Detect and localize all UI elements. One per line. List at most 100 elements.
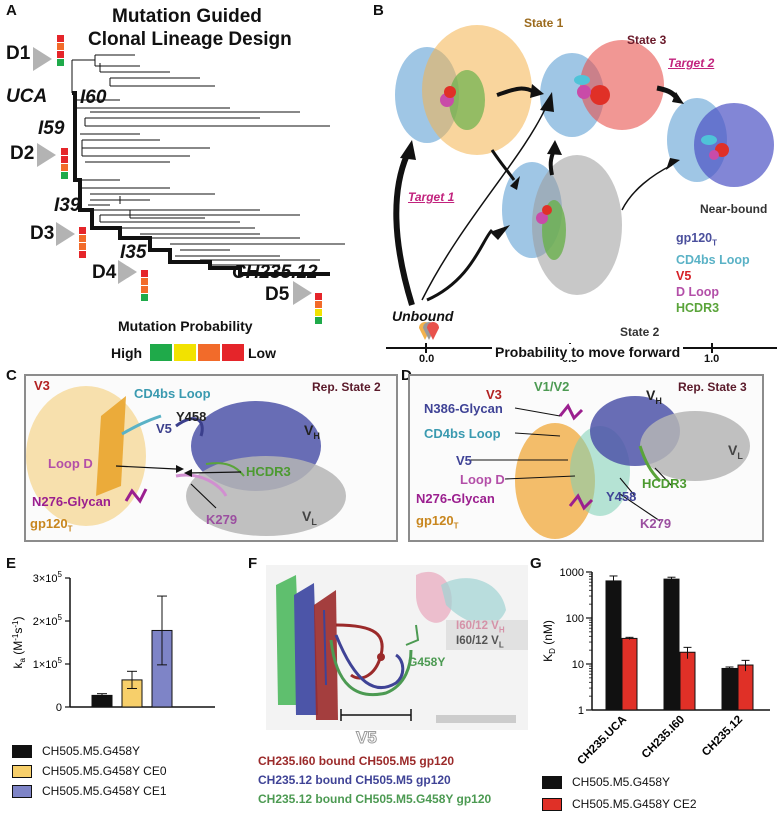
c-vl-sub: L [311, 516, 317, 527]
c-gp120: gp120T [30, 516, 72, 534]
c-hcdr3: HCDR3 [246, 464, 291, 479]
d-vl: VL [728, 442, 743, 461]
y-tick-label: 1×105 [33, 656, 63, 671]
legend-row: CH505.M5.G458Y CE0 [12, 761, 247, 781]
probability-cell [141, 286, 148, 293]
legend-swatch [12, 784, 32, 798]
panel-label-g: G [530, 555, 542, 572]
design-d3: D3 [30, 223, 55, 244]
d-rep-state: Rep. State 3 [678, 380, 747, 394]
c-vl-text: V [302, 508, 312, 524]
conformational-states-diagram [386, 25, 777, 353]
panel-e-legend: CH505.M5.G458Y CH505.M5.G458Y CE0 CH505.M5… [12, 741, 247, 801]
unbound-label: Unbound [392, 308, 454, 324]
d-gp120: gp120T [416, 513, 458, 531]
y-tick-label: 2×105 [33, 613, 63, 628]
y-tick-label: 0 [56, 702, 62, 714]
c-v5: V5 [156, 421, 172, 436]
ka-bar-chart: 0 1×105 2×105 3×105 ka (M-1s-1) [11, 570, 215, 714]
y-tick-label: 3×105 [33, 570, 63, 585]
legend-swatch [542, 797, 562, 811]
d-hcdr3: HCDR3 [642, 476, 687, 491]
bar [605, 580, 622, 711]
legend-hcdr3: HCDR3 [676, 300, 720, 315]
panel-d-structure: V3 V1/V2 Rep. State 3 VH N386-Glycan CD4… [408, 374, 764, 542]
y-tick-label: 100 [566, 613, 584, 625]
d-n386-glycan: N386-Glycan [424, 401, 503, 416]
near-bound-label: Near-bound [700, 202, 768, 216]
node-i60: I60 [80, 87, 107, 108]
panel-f: G458Y I60/12 VH I60/12 VL V5 CH235.I60 b… [258, 560, 530, 813]
axis-tick-0: 0.0 [419, 353, 435, 365]
legend-v5: V5 [676, 268, 692, 283]
bar [663, 578, 680, 711]
design-d5: D5 [265, 284, 290, 305]
legend-swatch [12, 764, 32, 778]
f-legend-12: CH235.12 bound CH505.M5 gp120 [258, 773, 451, 787]
legend-row: CH505.M5.G458Y CE1 [12, 781, 247, 801]
legend-label: CH505.M5.G458Y [42, 744, 141, 758]
legend-low: Low [248, 345, 276, 361]
legend-d-loop: D Loop [676, 284, 720, 299]
c-vh: VH [304, 422, 320, 441]
y-tick-label: 1 [578, 705, 584, 717]
d-loop-d: Loop D [460, 472, 505, 487]
phylogenetic-tree [33, 35, 345, 361]
legend-label: CH505.M5.G458Y CE1 [42, 784, 167, 798]
legend-label: CH505.M5.G458Y [572, 775, 671, 789]
d-vl-text: V [728, 442, 738, 458]
d-vl-sub: L [737, 450, 743, 461]
state1-label: State 1 [524, 16, 564, 30]
state3-structure [540, 40, 664, 137]
target1-label: Target 1 [408, 190, 455, 204]
d-y458: Y458 [606, 489, 637, 504]
overlay-ribbons [276, 571, 528, 723]
c-vl: VL [302, 508, 317, 527]
y-tick-label: 1000 [560, 567, 584, 579]
c-n276-glycan: N276-Glycan [32, 494, 111, 509]
panel-b: State 1 State 3 Target 2 Target 1 Near-b… [372, 0, 780, 365]
f-v5: V5 [356, 728, 378, 748]
probability-cell [79, 235, 86, 242]
panel-c-structure: V3 CD4bs Loop Rep. State 2 Y458 V5 VH Lo… [24, 374, 398, 542]
c-vh-sub: H [313, 430, 320, 441]
c-cd4bs-loop: CD4bs Loop [134, 386, 211, 401]
f-i60-vl-sub: L [498, 640, 504, 650]
d-vh-text: V [646, 387, 656, 403]
legend-label: CH505.M5.G458Y CE2 [572, 797, 697, 811]
design-d1: D1 [6, 43, 31, 64]
c-gp120-sub: T [67, 524, 73, 534]
probability-cell [57, 51, 64, 58]
d-gp120-text: gp120 [416, 513, 454, 528]
x-tick-label: CH235.12 [700, 714, 745, 759]
legend-gp120: gp120T [676, 230, 750, 252]
c-vh-text: V [304, 422, 314, 438]
y-axis-label: KD (nM) [541, 620, 557, 662]
node-i39: I39 [54, 195, 81, 216]
panel-b-legend: gp120T CD4bs Loop V5 D Loop HCDR3 [676, 230, 750, 316]
panel-a-title-line2: Clonal Lineage Design [88, 29, 292, 50]
panel-f-legend: CH235.I60 bound CH505.M5 gp120 CH235.12 … [258, 752, 491, 809]
probability-cell [315, 301, 322, 308]
legend-title: Mutation Probability [118, 318, 253, 334]
c-loop-d: Loop D [48, 456, 93, 471]
x-tick-label: CH235.UCA [575, 714, 629, 768]
c-y458: Y458 [176, 409, 207, 424]
y-tick-label: 10 [572, 659, 584, 671]
f-g458y: G458Y [408, 655, 446, 669]
probability-cell [315, 293, 322, 300]
probability-cell [79, 227, 86, 234]
y-axis-label: ka (M-1s-1) [11, 616, 27, 668]
bar [621, 637, 638, 711]
state1-structure [395, 25, 532, 155]
legend-row: CH505.M5.G458Y [542, 771, 777, 793]
design-d2: D2 [10, 143, 35, 164]
legend-label: CH505.M5.G458Y CE0 [42, 764, 167, 778]
c-v3: V3 [34, 378, 50, 393]
f-i60-vl-text: I60/12 V [456, 635, 499, 647]
f-i60-vh-text: I60/12 V [456, 620, 499, 632]
probability-cell [61, 172, 68, 179]
state3-label: State 3 [627, 33, 667, 47]
state2-label: State 2 [620, 325, 660, 339]
panel-a: Mutation Guided Clonal Lineage Design [0, 0, 370, 365]
